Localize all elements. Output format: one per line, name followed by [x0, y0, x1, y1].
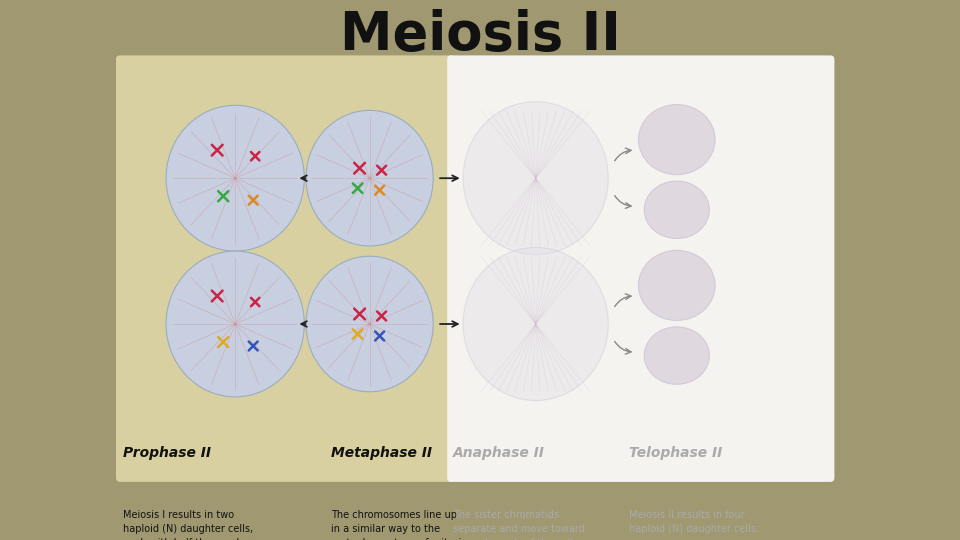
Text: The chromosomes line up
in a similar way to the
metaphase stage of mitosis: The chromosomes line up in a similar way… — [331, 510, 467, 540]
Ellipse shape — [306, 256, 433, 392]
FancyBboxPatch shape — [116, 56, 455, 482]
Text: Metaphase II: Metaphase II — [331, 446, 432, 460]
Text: Meiosis II results in four
haploid (N) daughter cells.: Meiosis II results in four haploid (N) d… — [629, 510, 758, 534]
Ellipse shape — [644, 327, 709, 384]
FancyBboxPatch shape — [447, 56, 834, 482]
Ellipse shape — [166, 105, 304, 251]
Ellipse shape — [644, 181, 709, 239]
Text: Telophase II: Telophase II — [629, 446, 722, 460]
Ellipse shape — [463, 102, 609, 255]
Text: Anaphase II: Anaphase II — [453, 446, 545, 460]
Text: Meiosis II: Meiosis II — [340, 9, 620, 61]
Text: Meiosis I results in two
haploid (N) daughter cells,
each with half the number
o: Meiosis I results in two haploid (N) dau… — [123, 510, 253, 540]
Ellipse shape — [306, 110, 433, 246]
Ellipse shape — [463, 247, 609, 401]
Ellipse shape — [638, 250, 715, 321]
Ellipse shape — [166, 251, 304, 397]
Text: Prophase II: Prophase II — [123, 446, 211, 460]
Text: The sister chromatids
separate and move toward
opposite ends of the cell.: The sister chromatids separate and move … — [453, 510, 585, 540]
Ellipse shape — [638, 104, 715, 175]
